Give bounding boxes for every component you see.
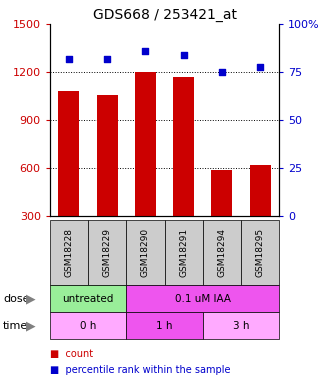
Text: GSM18228: GSM18228 bbox=[65, 228, 74, 277]
Bar bbox=[126, 312, 203, 339]
Bar bbox=[250, 165, 271, 264]
Bar bbox=[50, 285, 126, 312]
Text: ■  percentile rank within the sample: ■ percentile rank within the sample bbox=[50, 364, 230, 375]
Text: GSM18229: GSM18229 bbox=[103, 228, 112, 277]
Bar bbox=[135, 72, 156, 264]
Bar bbox=[211, 170, 232, 264]
Text: 3 h: 3 h bbox=[233, 321, 249, 331]
Text: untreated: untreated bbox=[62, 294, 114, 304]
Title: GDS668 / 253421_at: GDS668 / 253421_at bbox=[92, 8, 237, 22]
Bar bbox=[126, 285, 279, 312]
Bar bbox=[58, 92, 79, 264]
Text: ■  count: ■ count bbox=[50, 349, 93, 358]
Text: ▶: ▶ bbox=[26, 292, 35, 305]
Text: time: time bbox=[3, 321, 29, 331]
Bar bbox=[203, 312, 279, 339]
Bar bbox=[203, 220, 241, 285]
Bar bbox=[88, 220, 126, 285]
Bar bbox=[97, 94, 118, 264]
Bar bbox=[164, 220, 203, 285]
Point bbox=[257, 63, 263, 69]
Text: ▶: ▶ bbox=[26, 320, 35, 332]
Text: 1 h: 1 h bbox=[156, 321, 173, 331]
Text: 0 h: 0 h bbox=[80, 321, 96, 331]
Point bbox=[105, 56, 110, 62]
Text: GSM18290: GSM18290 bbox=[141, 228, 150, 277]
Point bbox=[219, 69, 224, 75]
Text: GSM18295: GSM18295 bbox=[256, 228, 265, 277]
Text: 0.1 uM IAA: 0.1 uM IAA bbox=[175, 294, 231, 304]
Text: dose: dose bbox=[3, 294, 30, 304]
Point bbox=[181, 52, 186, 58]
Text: GSM18291: GSM18291 bbox=[179, 228, 188, 277]
Bar bbox=[50, 220, 88, 285]
Text: GSM18294: GSM18294 bbox=[217, 228, 226, 277]
Bar bbox=[241, 220, 279, 285]
Point bbox=[66, 56, 72, 62]
Bar bbox=[50, 312, 126, 339]
Point bbox=[143, 48, 148, 54]
Bar bbox=[173, 77, 194, 264]
Bar bbox=[126, 220, 164, 285]
